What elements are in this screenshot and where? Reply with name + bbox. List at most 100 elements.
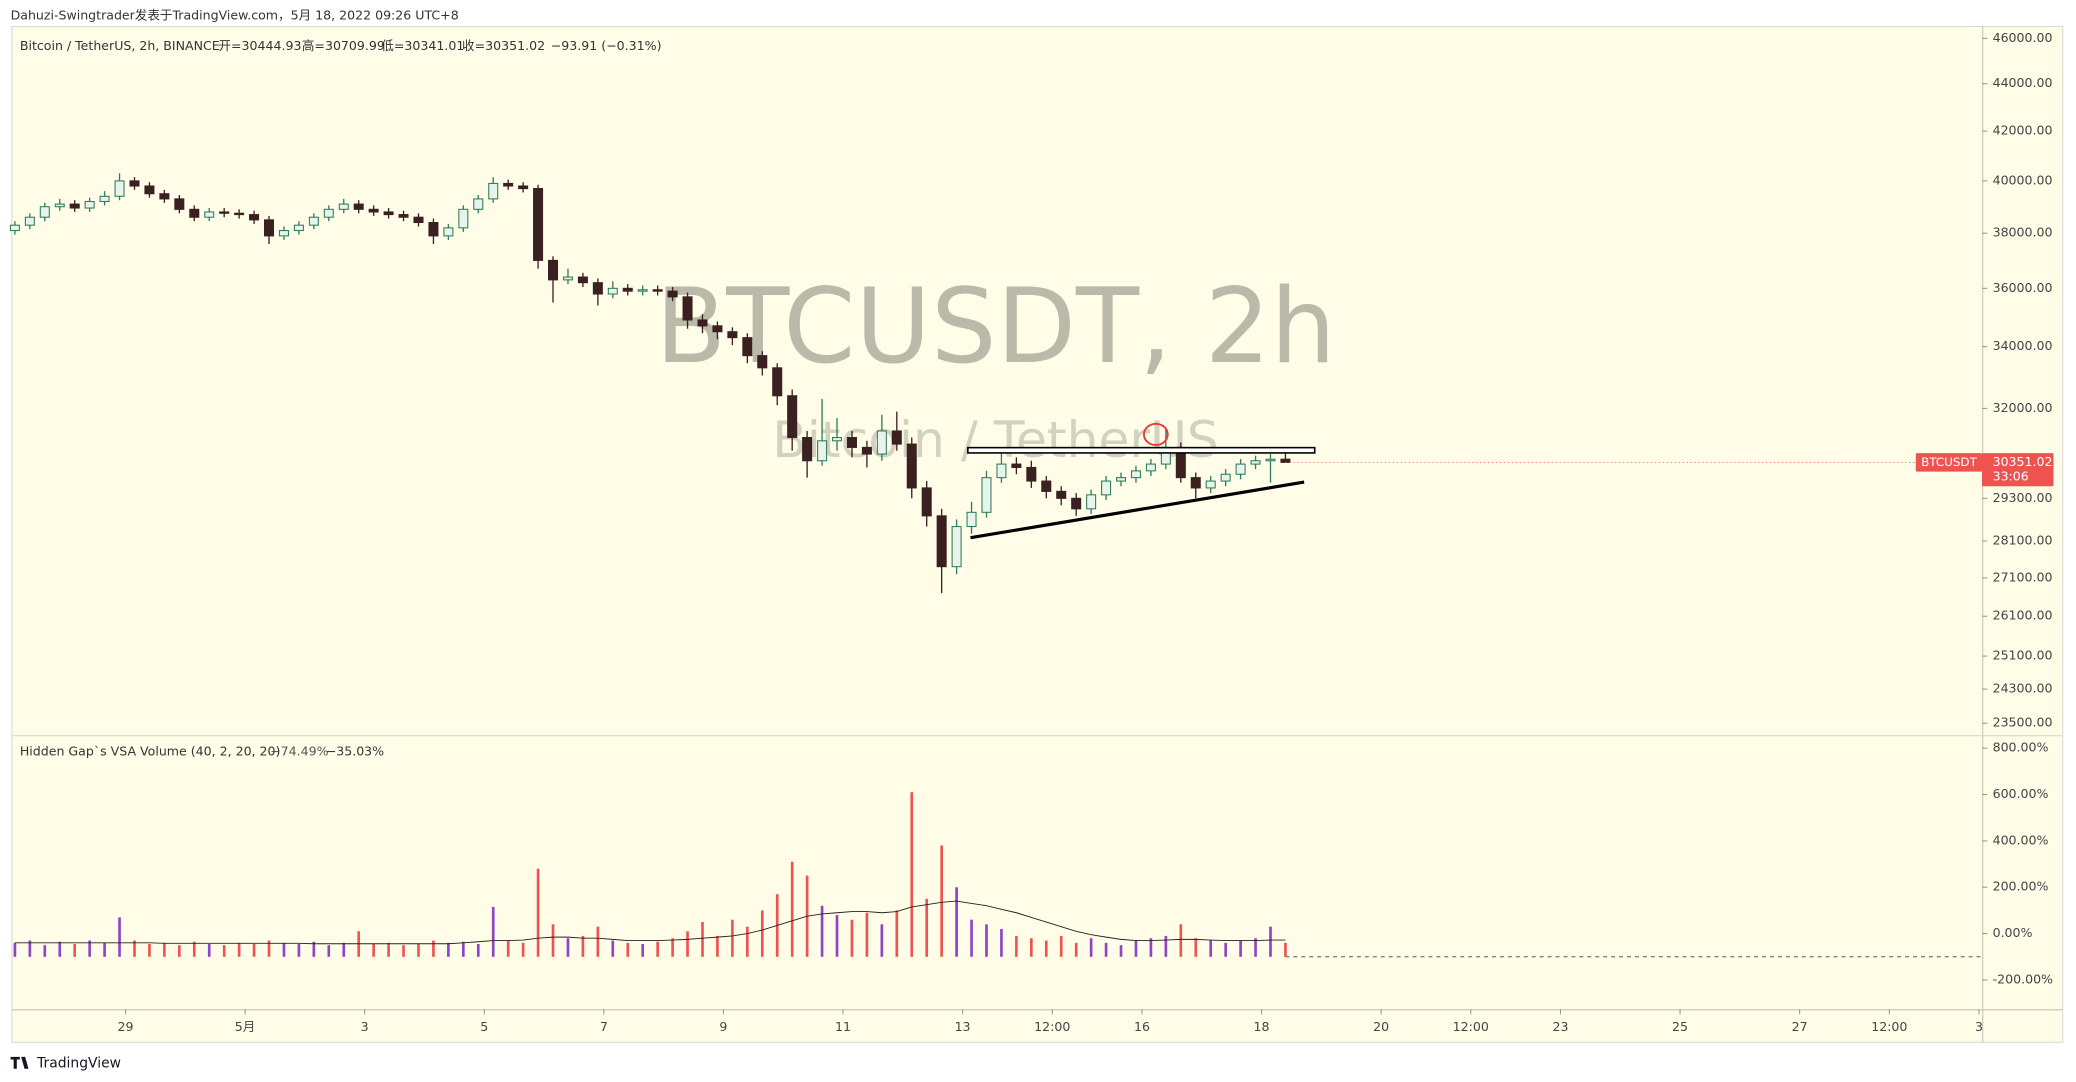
y-tick-label: 44000.00 bbox=[1993, 75, 2053, 90]
y-tick-label: 24300.00 bbox=[1993, 681, 2053, 696]
volume-bar bbox=[656, 941, 659, 957]
candle-body bbox=[817, 440, 828, 462]
candle-body bbox=[1145, 463, 1156, 472]
candle-body bbox=[607, 287, 618, 295]
indicator-title: Hidden Gap`s VSA Volume (40, 2, 20, 20) bbox=[20, 744, 281, 759]
price-tag bbox=[1981, 453, 2054, 487]
volume-bar bbox=[1044, 940, 1048, 957]
volume-bar bbox=[746, 926, 749, 957]
volume-bar bbox=[820, 905, 824, 957]
drawings bbox=[967, 422, 1316, 540]
volume-bar bbox=[342, 942, 346, 957]
candle-body bbox=[577, 276, 588, 284]
candle-body bbox=[24, 216, 35, 226]
volume-bar bbox=[237, 942, 241, 957]
candle-body bbox=[637, 289, 648, 292]
candle-body bbox=[1220, 473, 1231, 482]
candle-body bbox=[443, 227, 454, 237]
candle-body bbox=[353, 203, 364, 210]
candle-body bbox=[802, 436, 813, 462]
volume-bar bbox=[13, 942, 17, 957]
volume-bar bbox=[28, 940, 32, 957]
y-tick-label: 28100.00 bbox=[1993, 532, 2053, 547]
candle-body bbox=[667, 290, 678, 298]
volume-bar bbox=[1119, 945, 1123, 957]
candle-body bbox=[533, 188, 544, 261]
volume-bar bbox=[1089, 938, 1093, 957]
legend-change: −93.91 (−0.31%) bbox=[551, 38, 662, 53]
candle-body bbox=[368, 208, 379, 213]
legend: Bitcoin / TetherUS, 2h, BINANCE 开=30444.… bbox=[20, 38, 662, 53]
volume-bar bbox=[716, 935, 719, 957]
candle-body bbox=[159, 193, 170, 200]
candle-body bbox=[54, 203, 65, 208]
legend-symbol: Bitcoin / TetherUS, 2h, BINANCE bbox=[20, 38, 220, 53]
x-tick-label: 11 bbox=[835, 1019, 851, 1034]
y-tick-label: 400.00% bbox=[1993, 832, 2049, 847]
volume-bar bbox=[1284, 942, 1287, 957]
candle-body bbox=[458, 208, 469, 229]
candle-body bbox=[1265, 458, 1276, 462]
resistance-box bbox=[967, 446, 1316, 454]
volume-bar bbox=[895, 910, 899, 957]
candle-body bbox=[981, 477, 992, 513]
volume-bar bbox=[462, 941, 465, 957]
candle-body bbox=[308, 216, 319, 226]
legend-open: 开=30444.93 bbox=[218, 38, 301, 53]
x-tick-label: 9 bbox=[719, 1019, 727, 1034]
trend-line bbox=[970, 480, 1305, 540]
volume-bar bbox=[88, 940, 91, 957]
x-tick-label: 27 bbox=[1792, 1019, 1808, 1034]
y-tick-label: 27100.00 bbox=[1993, 569, 2053, 584]
volume-bar bbox=[327, 945, 331, 957]
volume-bar bbox=[1059, 935, 1063, 957]
y-tick-label: 26100.00 bbox=[1993, 608, 2053, 623]
volume-bar bbox=[252, 944, 256, 957]
volume-bar bbox=[835, 915, 839, 957]
candle-body bbox=[1056, 490, 1067, 499]
candle-body bbox=[757, 355, 768, 369]
candle-body bbox=[951, 526, 962, 568]
volume-bar bbox=[611, 940, 615, 957]
x-tick-label: 29 bbox=[118, 1019, 134, 1034]
x-tick-label: 12:00 bbox=[1453, 1019, 1489, 1034]
candle-body bbox=[234, 212, 245, 216]
volume-bar bbox=[596, 926, 600, 957]
volume-bar bbox=[222, 945, 226, 957]
candle-body bbox=[518, 185, 529, 190]
candle-body bbox=[846, 436, 857, 448]
volume-bar bbox=[1254, 938, 1257, 957]
volume-bar bbox=[387, 942, 390, 957]
volume-bar bbox=[372, 944, 375, 957]
volume-bar bbox=[581, 935, 585, 957]
volume-bar bbox=[880, 924, 884, 957]
highlight-circle bbox=[1142, 422, 1169, 446]
y-tick-label: 32000.00 bbox=[1993, 400, 2053, 415]
volume-bar bbox=[790, 861, 794, 957]
volume-bar bbox=[491, 906, 495, 957]
candle-body bbox=[787, 395, 798, 439]
y-tick-label: 36000.00 bbox=[1993, 280, 2053, 295]
candle-body bbox=[383, 211, 394, 216]
candle-body bbox=[323, 208, 334, 218]
volume-bar bbox=[1104, 942, 1108, 957]
x-tick-label: 23 bbox=[1552, 1019, 1568, 1034]
x-tick-label: 25 bbox=[1672, 1019, 1688, 1034]
volume-bar bbox=[43, 945, 47, 957]
price-tag-label: 30351.02 bbox=[1993, 454, 2053, 469]
countdown-label: 33:06 bbox=[1993, 468, 2029, 483]
candle-body bbox=[906, 443, 917, 489]
y-tick-label: 0.00% bbox=[1993, 925, 2033, 940]
candle-body bbox=[114, 180, 125, 197]
candle-body bbox=[1101, 480, 1112, 496]
candle-body bbox=[562, 276, 573, 281]
candle-body bbox=[548, 259, 559, 281]
legend-high: 高=30709.99 bbox=[302, 38, 385, 53]
candle-body bbox=[473, 198, 484, 210]
volume-bar bbox=[163, 942, 166, 957]
candle-body bbox=[503, 182, 514, 187]
volume-bar bbox=[760, 910, 764, 957]
x-tick-label: 3 bbox=[1975, 1019, 1983, 1034]
candle-body bbox=[891, 430, 902, 445]
